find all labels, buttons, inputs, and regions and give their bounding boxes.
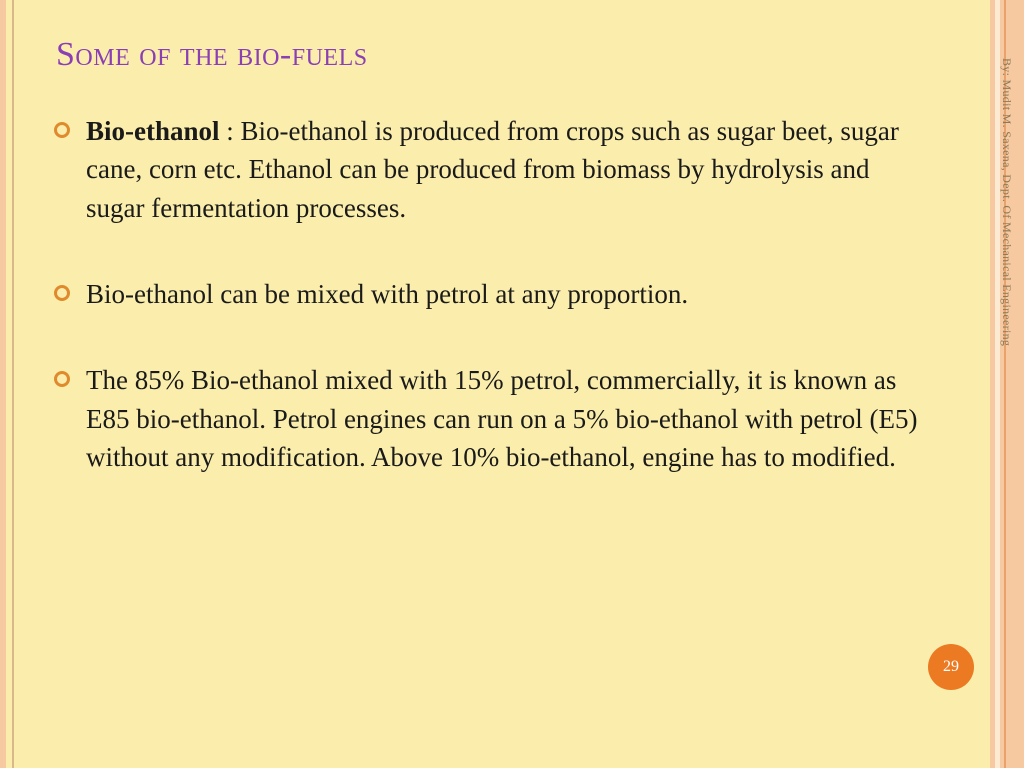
page-number-badge: 29 — [928, 644, 974, 690]
list-item: Bio-ethanol : Bio-ethanol is produced fr… — [54, 112, 924, 227]
bullet-text: Bio-ethanol : Bio-ethanol is produced fr… — [86, 112, 924, 227]
bullet-body: The 85% Bio-ethanol mixed with 15% petro… — [86, 365, 918, 472]
bullet-text: Bio-ethanol can be mixed with petrol at … — [86, 275, 688, 313]
list-item: The 85% Bio-ethanol mixed with 15% petro… — [54, 361, 924, 476]
list-item: Bio-ethanol can be mixed with petrol at … — [54, 275, 924, 313]
bullet-ring-icon — [54, 371, 70, 387]
bullet-ring-icon — [54, 122, 70, 138]
bullet-bold-lead: Bio-ethanol — [86, 116, 220, 146]
slide: Some of the bio-fuels Bio-ethanol : Bio-… — [0, 0, 1024, 768]
bullet-list: Bio-ethanol : Bio-ethanol is produced fr… — [54, 112, 924, 524]
bullet-text: The 85% Bio-ethanol mixed with 15% petro… — [86, 361, 924, 476]
slide-title: Some of the bio-fuels — [56, 36, 368, 74]
bullet-body: Bio-ethanol can be mixed with petrol at … — [86, 279, 688, 309]
bullet-ring-icon — [54, 285, 70, 301]
author-credit: By: Mudit M. Saxena, Dept. Of Mechanical… — [999, 58, 1014, 346]
